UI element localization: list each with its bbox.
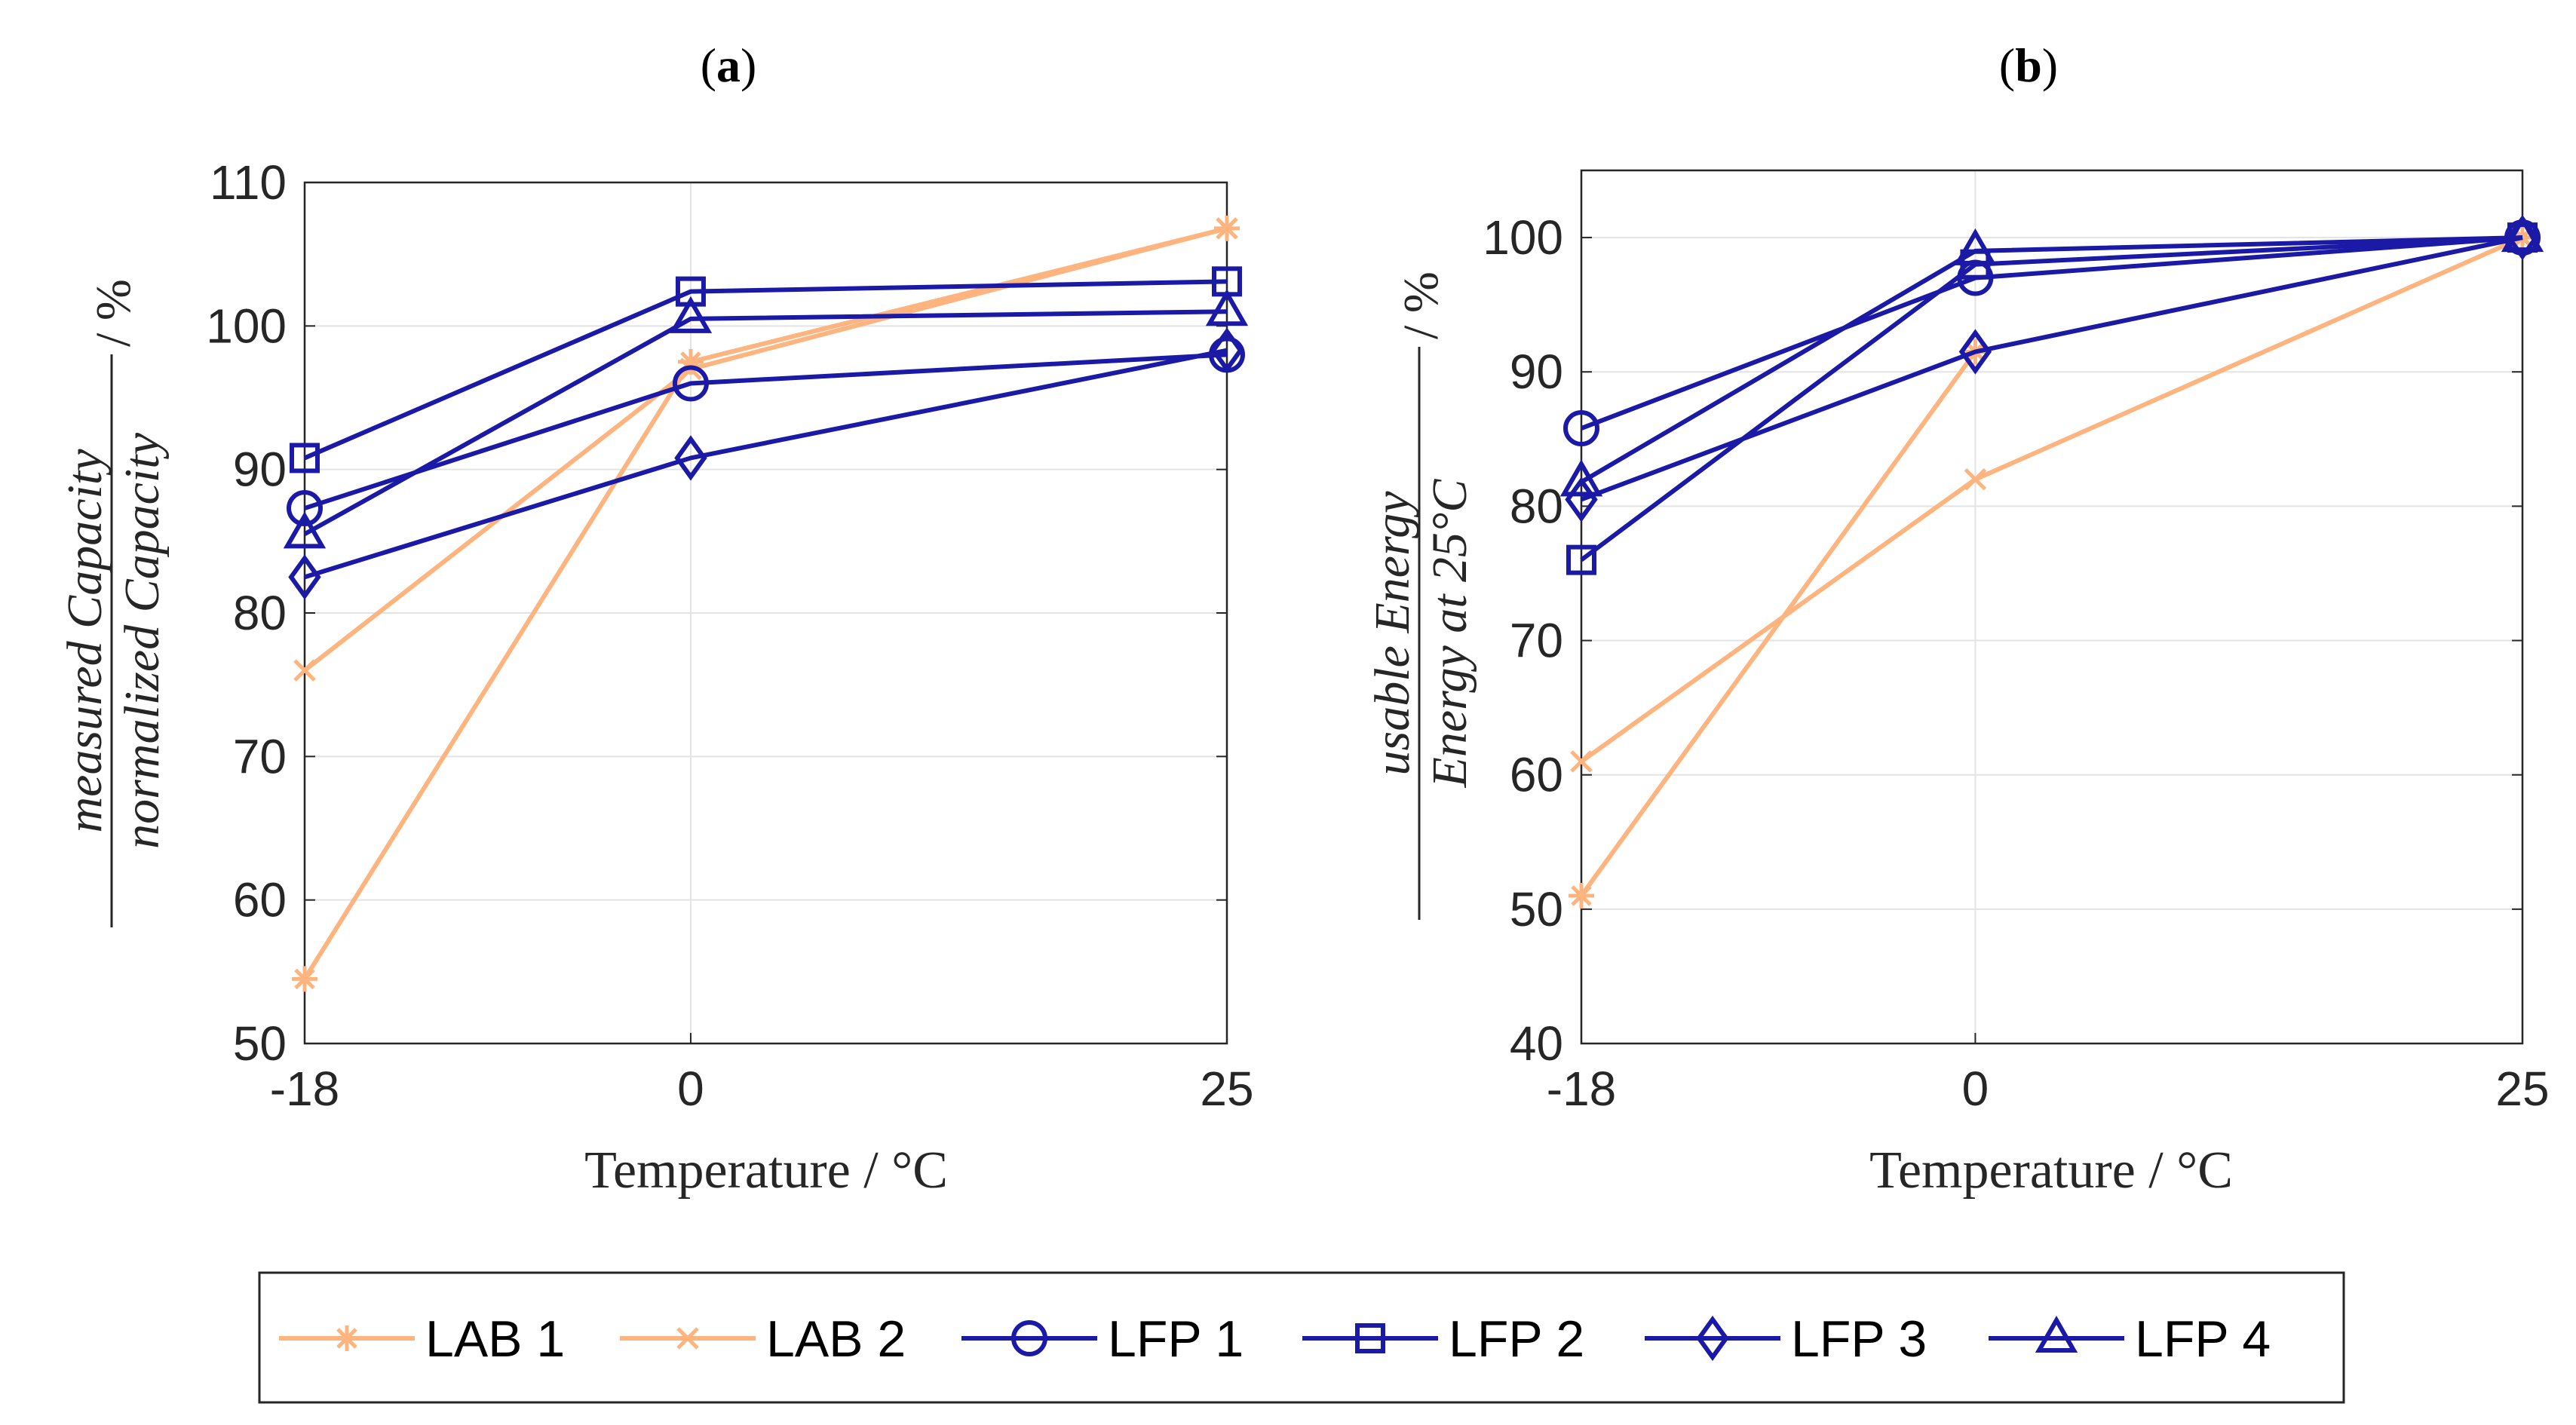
x-tick-label: 0 bbox=[1962, 1062, 1989, 1116]
y-label-numerator: measured Capacity bbox=[57, 449, 112, 833]
data-point-marker bbox=[2501, 215, 2544, 253]
y-label-unit: / % bbox=[1394, 271, 1449, 339]
series-line bbox=[304, 352, 1228, 510]
axes-box bbox=[303, 181, 1228, 1045]
x-axis-label: Temperature / °C bbox=[1869, 1142, 2233, 1200]
series-line bbox=[303, 279, 1228, 461]
data-point-marker bbox=[292, 966, 317, 992]
data-point-marker bbox=[1216, 217, 1238, 240]
x-tick-label: 25 bbox=[2495, 1062, 2549, 1116]
legend-entry-lfp-4: LFP 4 bbox=[1989, 1310, 2271, 1368]
y-axis-label: measured Capacity normalized Capacity / % bbox=[57, 279, 170, 927]
y-tick-label: 70 bbox=[1510, 614, 1563, 668]
panel-title-close: ) bbox=[741, 38, 756, 92]
y-tick-label: 100 bbox=[1483, 210, 1563, 265]
legend-marker bbox=[676, 1327, 699, 1350]
legend-entry-lab-1: LAB 1 bbox=[279, 1310, 565, 1368]
panel-b: (b) 40 50 60 70 80 90 100 -18 0 25 Temperature / °C… bbox=[1365, 38, 2550, 1200]
data-point-marker bbox=[1205, 289, 1249, 326]
y-axis-label: usable Energy Energy at 25°C / % bbox=[1365, 271, 1477, 920]
y-tick-label: 50 bbox=[233, 1016, 287, 1071]
legend-marker bbox=[2035, 1315, 2078, 1353]
data-point-marker bbox=[1559, 459, 1603, 497]
plot-area bbox=[1581, 170, 2522, 1043]
data-point-marker bbox=[283, 511, 327, 549]
panel-title-open: ( bbox=[701, 38, 716, 92]
series-lfp-3 bbox=[288, 327, 1244, 600]
y-tick-label: 60 bbox=[233, 873, 287, 927]
panel-title-open: ( bbox=[1999, 38, 2015, 92]
y-tick-label: 60 bbox=[1510, 748, 1563, 802]
data-point-marker bbox=[672, 365, 709, 402]
legend-label: LFP 2 bbox=[1449, 1310, 1584, 1368]
data-point-marker bbox=[669, 296, 713, 333]
legend-entry-lfp-2: LFP 2 bbox=[1302, 1310, 1584, 1368]
legend-marker bbox=[1696, 1315, 1729, 1362]
y-label-numerator: usable Energy bbox=[1365, 491, 1420, 776]
y-tick-label: 80 bbox=[233, 586, 287, 640]
data-point-marker bbox=[1570, 750, 1593, 773]
y-tick-label: 90 bbox=[233, 443, 287, 497]
y-label-denominator: Energy at 25°C bbox=[1422, 479, 1477, 789]
y-label-unit: / % bbox=[86, 279, 141, 347]
legend-entry-lfp-3: LFP 3 bbox=[1645, 1310, 1927, 1368]
data-point-marker bbox=[287, 490, 323, 527]
data-point-marker bbox=[290, 443, 320, 473]
data-point-marker bbox=[1210, 327, 1244, 373]
legend: LAB 1 LAB 2 LFP 1 LFP 2 LFP 3 LFP 4 bbox=[258, 1271, 2345, 1404]
y-label-denominator: normalized Capacity bbox=[115, 432, 170, 848]
data-point-marker bbox=[1569, 883, 1594, 909]
series-line bbox=[303, 309, 1228, 536]
y-tick-label: 80 bbox=[1510, 479, 1563, 533]
legend-entry-lfp-1: LFP 1 bbox=[961, 1310, 1244, 1368]
legend-marker bbox=[1011, 1320, 1047, 1356]
data-point-marker bbox=[1566, 544, 1596, 575]
legend-entry-lab-2: LAB 2 bbox=[620, 1310, 906, 1368]
x-tick-label: 25 bbox=[1200, 1062, 1253, 1116]
panel-title-letter: a bbox=[716, 38, 741, 92]
series-lfp-4 bbox=[1559, 215, 2544, 497]
axes-box bbox=[1580, 169, 2524, 1045]
panel-title: (b) bbox=[1999, 38, 2058, 92]
data-point-marker bbox=[1954, 228, 1997, 265]
series-line bbox=[1580, 235, 2523, 502]
y-tick-label: 100 bbox=[206, 299, 287, 353]
legend-label: LFP 3 bbox=[1791, 1310, 1927, 1368]
panel-a: (a) 50 60 70 80 90 100 110 -18 0 25 Temperature / °… bbox=[57, 38, 1254, 1200]
series-line bbox=[304, 348, 1228, 580]
y-tick-label: 110 bbox=[210, 155, 287, 210]
series-lfp-4 bbox=[283, 289, 1249, 549]
legend-label: LFP 4 bbox=[2135, 1310, 2271, 1368]
data-point-marker bbox=[674, 435, 707, 481]
y-tick-label: 70 bbox=[233, 729, 287, 783]
data-point-marker bbox=[677, 348, 704, 375]
panel-title-letter: b bbox=[2015, 38, 2042, 92]
x-axis-label: Temperature / °C bbox=[584, 1142, 948, 1200]
x-tick-label: -18 bbox=[270, 1062, 340, 1116]
legend-marker bbox=[334, 1325, 360, 1351]
data-point-marker bbox=[293, 659, 316, 682]
legend-label: LAB 1 bbox=[425, 1310, 565, 1368]
y-tick-label: 40 bbox=[1510, 1016, 1563, 1071]
data-point-marker bbox=[288, 554, 321, 600]
panel-title: (a) bbox=[701, 38, 757, 92]
data-point-marker bbox=[1958, 329, 1992, 375]
y-tick-label: 50 bbox=[1510, 882, 1563, 936]
series-line bbox=[1580, 235, 2523, 484]
legend-label: LAB 2 bbox=[766, 1310, 906, 1368]
data-point-marker bbox=[1964, 467, 1987, 491]
legend-label: LFP 1 bbox=[1108, 1310, 1244, 1368]
x-tick-label: 0 bbox=[677, 1062, 704, 1116]
data-point-marker bbox=[1563, 410, 1599, 447]
panel-title-close: ) bbox=[2042, 38, 2058, 92]
legend-marker bbox=[1355, 1323, 1385, 1353]
y-tick-label: 90 bbox=[1510, 345, 1563, 399]
x-tick-label: -18 bbox=[1547, 1062, 1617, 1116]
